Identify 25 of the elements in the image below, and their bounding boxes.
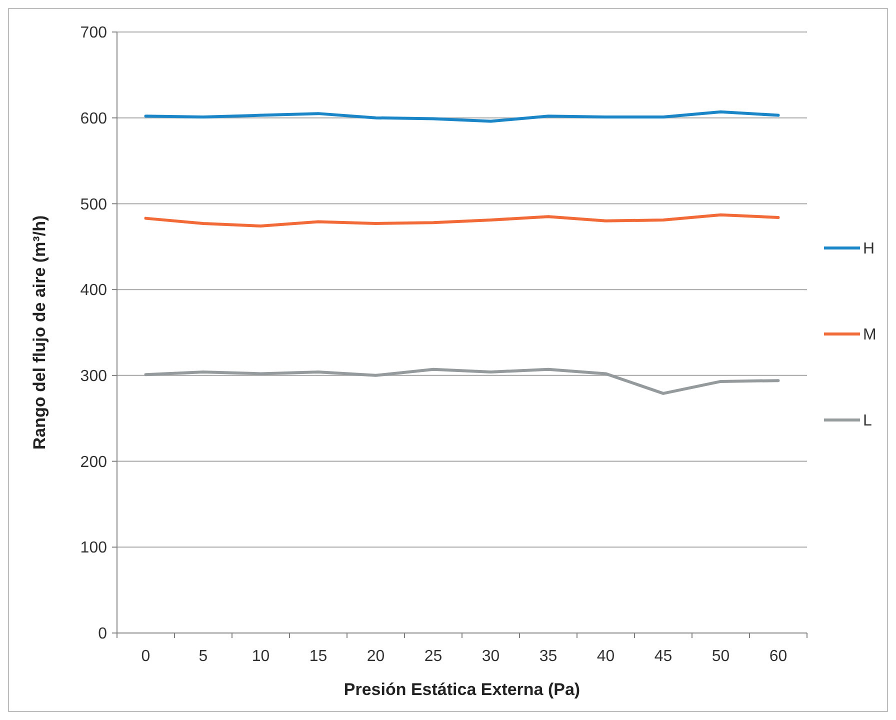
y-tick-label: 700 <box>80 24 108 42</box>
y-tick-label: 400 <box>80 282 108 300</box>
y-tick-label: 300 <box>80 368 108 386</box>
x-tick-label: 50 <box>712 648 730 665</box>
x-tick-label: 30 <box>482 648 500 665</box>
y-axis-title: Rango del flujo de aire (m³/h) <box>30 215 49 450</box>
legend-label: H <box>863 240 875 258</box>
y-tick-label: 500 <box>80 196 108 214</box>
y-tick-label: 0 <box>98 626 108 643</box>
y-tick-label: 100 <box>80 540 108 557</box>
x-tick-label: 20 <box>366 648 385 665</box>
x-tick-label: 0 <box>141 648 150 665</box>
x-tick-label: 25 <box>424 648 442 665</box>
x-tick-label: 45 <box>654 648 672 665</box>
y-tick-label: 600 <box>80 110 108 128</box>
legend-label: L <box>863 412 872 430</box>
x-tick-label: 5 <box>198 648 208 665</box>
y-tick-label: 200 <box>80 454 108 471</box>
x-tick-label: 10 <box>252 648 270 665</box>
x-tick-label: 15 <box>309 648 328 665</box>
x-axis-title: Presión Estática Externa (Pa) <box>344 680 580 699</box>
x-tick-label: 35 <box>539 648 558 665</box>
x-tick-label: 60 <box>769 648 788 665</box>
legend-label: M <box>863 326 876 344</box>
x-tick-label: 40 <box>596 648 615 665</box>
